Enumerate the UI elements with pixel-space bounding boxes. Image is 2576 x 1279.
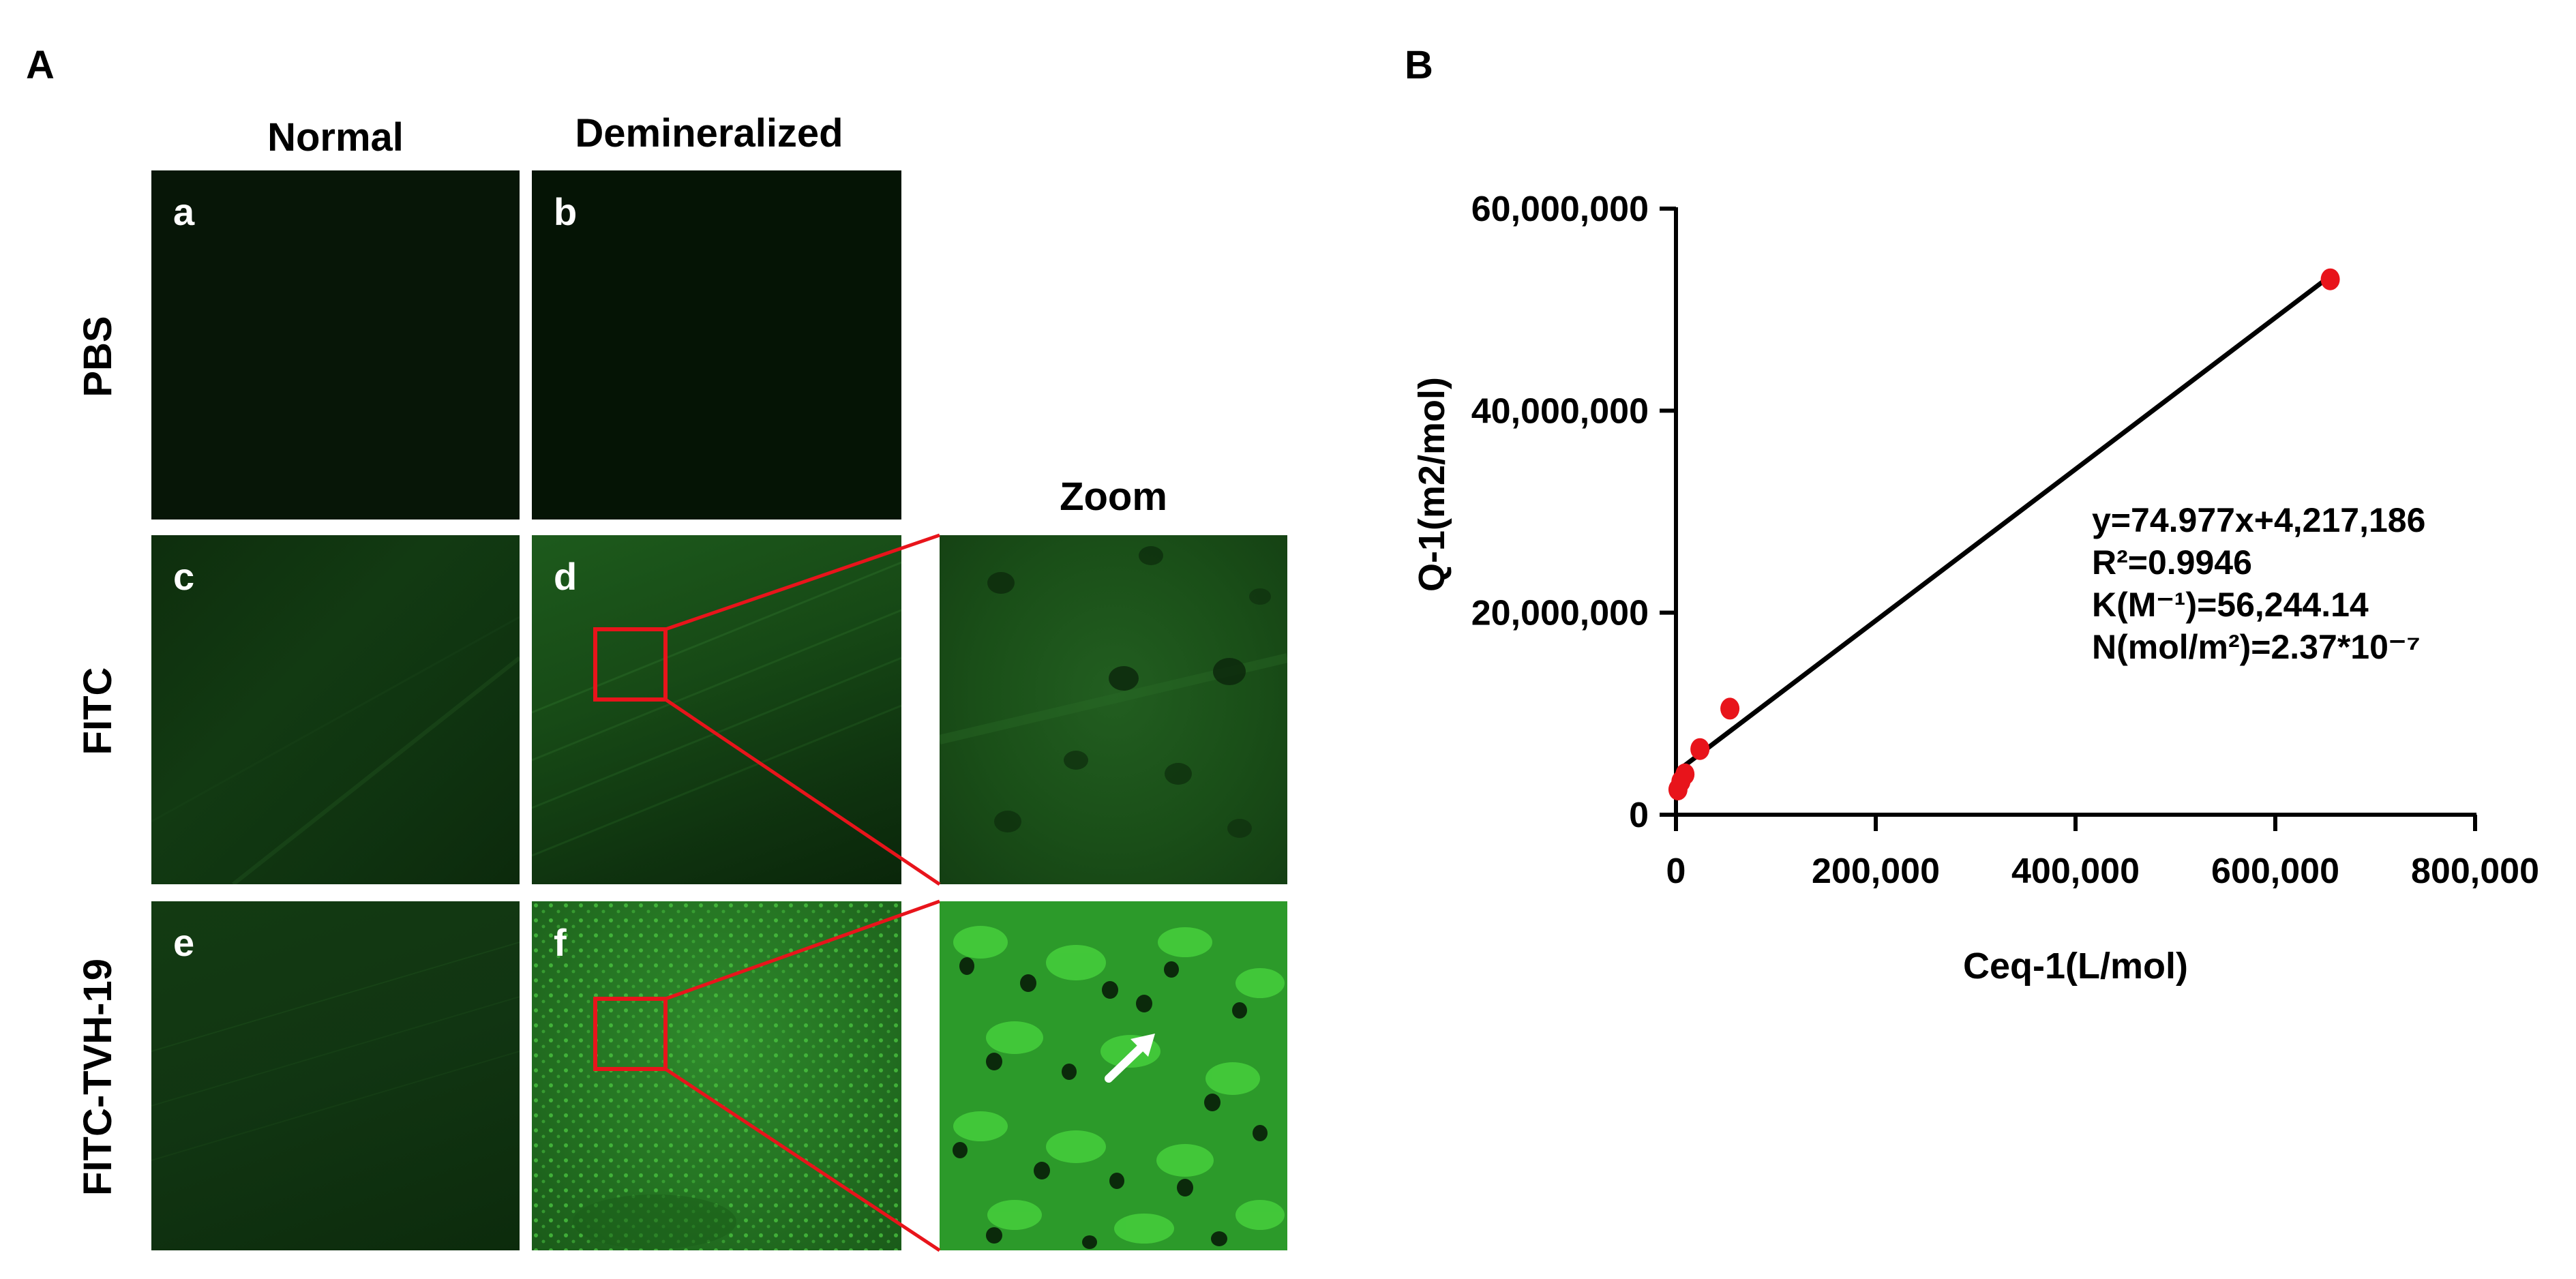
isotherm-chart: 0 200,000 400,000 600,000 800,000 0 20,000,00… <box>1411 190 2539 987</box>
zoom-line-d-bottom <box>664 697 941 886</box>
zoom-box-d <box>593 627 668 702</box>
annotation-line: K(M⁻¹)=56,244.14 <box>2092 586 2369 624</box>
micrograph-c: c <box>151 535 520 884</box>
panel-b-label: B <box>1405 43 1433 87</box>
sublabel-a: a <box>173 190 195 233</box>
zoom-fitc-tvh-19 <box>940 901 1287 1250</box>
micrograph-a: a <box>151 170 520 520</box>
arrow-icon <box>1105 1034 1155 1083</box>
column-header-normal: Normal <box>267 115 404 160</box>
micrograph-e: e <box>151 901 520 1250</box>
sublabel-f: f <box>554 921 567 964</box>
x-tick-label: 600,000 <box>2211 852 2339 891</box>
column-header-zoom: Zoom <box>1060 475 1167 519</box>
y-ticks: 0 20,000,000 40,000,000 60,000,000 <box>1471 190 1676 835</box>
regression-line <box>1674 274 2332 774</box>
zoom-fitc <box>940 535 1287 884</box>
y-tick-label: 20,000,000 <box>1471 594 1649 633</box>
data-point <box>1690 738 1710 760</box>
data-point <box>1720 697 1740 720</box>
micrograph-c-texture <box>151 616 520 884</box>
panel-a-label: A <box>26 43 55 87</box>
zoom-line-d-top <box>665 533 940 631</box>
micrograph-f-texture <box>532 901 901 1250</box>
data-point <box>1675 763 1695 785</box>
sublabel-e: e <box>173 921 195 964</box>
y-axis-title: Q-1(m2/mol) <box>1411 377 1452 592</box>
fit-annotation: y=74.977x+4,217,186 R²=0.9946 K(M⁻¹)=56,24… <box>2092 501 2425 666</box>
sublabel-c: c <box>173 555 195 598</box>
zoom-line-f-top <box>665 899 940 1001</box>
axis-labels: Ceq-1(L/mol) Q-1(m2/mol) <box>1411 377 2188 987</box>
x-tick-label: 200,000 <box>1812 852 1940 891</box>
sublabel-b: b <box>554 190 578 233</box>
micrograph-f: f <box>532 901 901 1250</box>
y-tick-label: 60,000,000 <box>1471 190 1649 229</box>
annotation-line: N(mol/m²)=2.37*10⁻⁷ <box>2092 628 2421 666</box>
zoom-fitc-tvh-19-texture <box>953 926 1285 1249</box>
x-tick-label: 0 <box>1666 852 1686 891</box>
fit-line <box>1674 274 2332 774</box>
y-tick-label: 40,000,000 <box>1471 391 1649 431</box>
x-ticks: 0 200,000 400,000 600,000 800,000 <box>1666 815 2539 891</box>
micrograph-e-texture <box>151 942 520 1161</box>
annotation-line: y=74.977x+4,217,186 <box>2092 501 2425 539</box>
zoom-fitc-texture <box>940 546 1287 838</box>
x-axis-title: Ceq-1(L/mol) <box>1963 946 2188 987</box>
column-header-demineralized: Demineralized <box>575 111 843 155</box>
sublabel-d: d <box>554 555 578 598</box>
y-tick-label: 0 <box>1629 796 1649 835</box>
data-points <box>1668 268 2340 800</box>
x-tick-label: 400,000 <box>2011 852 2140 891</box>
zoom-line-f-bottom <box>664 1067 941 1252</box>
micrograph-b: b <box>532 170 901 520</box>
x-tick-label: 800,000 <box>2411 852 2539 891</box>
data-point <box>2320 268 2340 290</box>
annotation-line: R²=0.9946 <box>2092 543 2252 582</box>
zoom-box-f <box>593 997 668 1071</box>
